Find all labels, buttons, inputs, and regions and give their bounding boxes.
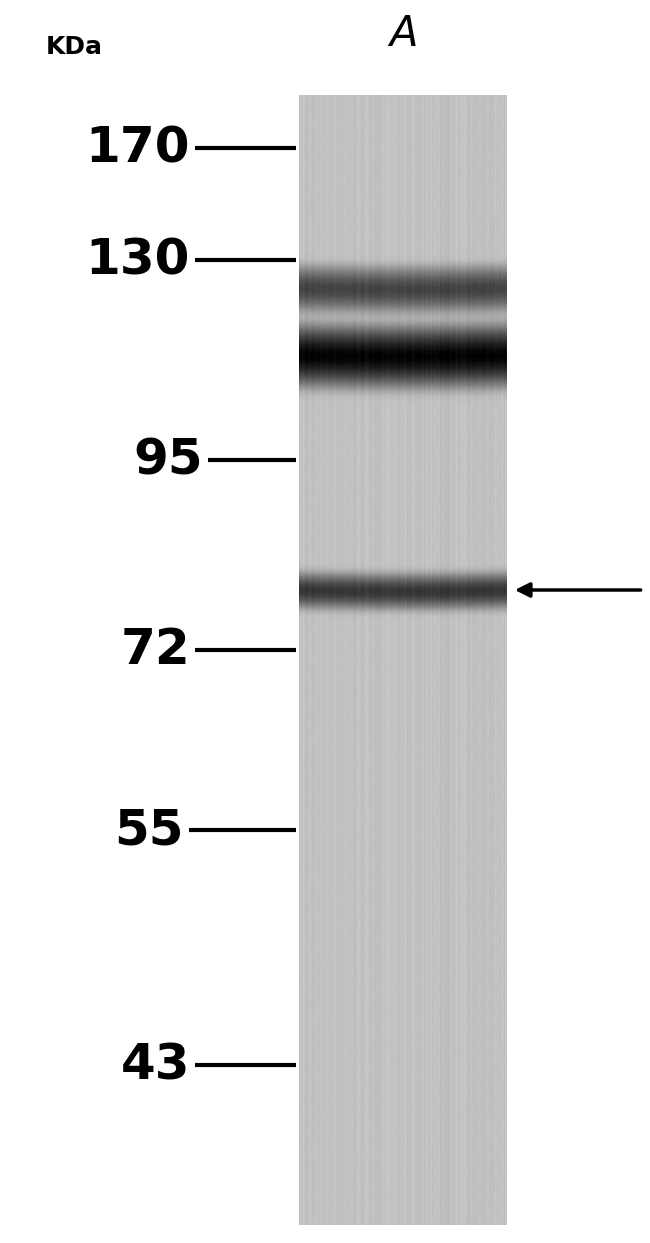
- Text: 55: 55: [114, 805, 183, 854]
- Text: 130: 130: [86, 236, 190, 283]
- Text: 72: 72: [120, 626, 190, 674]
- Text: A: A: [389, 12, 417, 55]
- Text: 170: 170: [86, 124, 190, 172]
- Text: 43: 43: [120, 1040, 190, 1089]
- Text: KDa: KDa: [46, 35, 103, 58]
- Text: 95: 95: [133, 436, 203, 484]
